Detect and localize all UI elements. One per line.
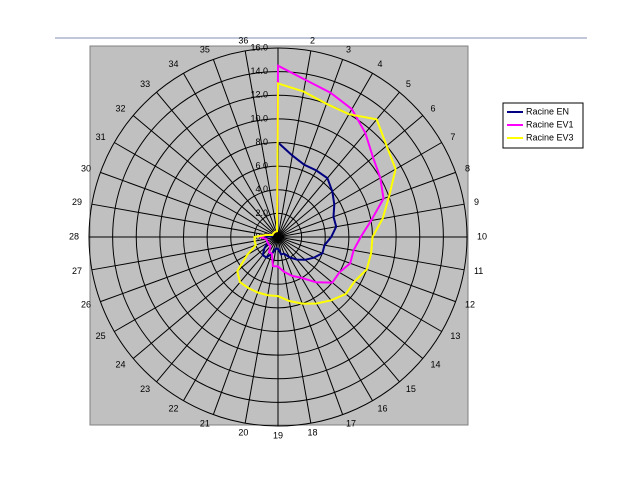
category-label: 3 bbox=[346, 44, 351, 54]
category-label: 29 bbox=[72, 197, 82, 207]
category-label: 20 bbox=[238, 427, 248, 437]
y-tick-label: 2.0 bbox=[255, 208, 268, 218]
category-label: 21 bbox=[200, 418, 210, 428]
category-label: 9 bbox=[474, 197, 479, 207]
category-label: 17 bbox=[346, 418, 356, 428]
category-label: 22 bbox=[168, 404, 178, 414]
y-tick-label: 10.0 bbox=[250, 113, 268, 123]
category-label: 33 bbox=[140, 79, 150, 89]
category-label: 7 bbox=[450, 132, 455, 142]
spoke bbox=[277, 59, 344, 238]
y-tick-label: 6.0 bbox=[255, 161, 268, 171]
spoke bbox=[277, 115, 424, 238]
y-tick-label: 14.0 bbox=[250, 66, 268, 76]
category-label: 11 bbox=[474, 266, 483, 276]
spoke bbox=[277, 91, 400, 238]
category-label: 18 bbox=[308, 427, 318, 437]
spoke bbox=[277, 73, 373, 238]
y-tick-label: 8.0 bbox=[255, 137, 268, 147]
series-line bbox=[236, 82, 397, 305]
category-label: 8 bbox=[465, 163, 470, 173]
category-label: 27 bbox=[72, 266, 82, 276]
spoke bbox=[91, 203, 279, 238]
category-label: 24 bbox=[116, 359, 126, 369]
spoke bbox=[277, 236, 424, 359]
legend-label: Racine EV3 bbox=[526, 132, 574, 142]
category-label: 6 bbox=[430, 103, 435, 113]
category-label: 13 bbox=[450, 331, 460, 341]
spoke bbox=[114, 142, 279, 238]
category-label: 5 bbox=[406, 79, 411, 89]
category-label: 25 bbox=[96, 331, 106, 341]
spoke bbox=[212, 59, 279, 238]
y-tick-label: 12.0 bbox=[250, 90, 268, 100]
category-label: 31 bbox=[96, 132, 106, 142]
spoke bbox=[132, 236, 279, 359]
category-label: 19 bbox=[273, 430, 283, 440]
spoke bbox=[156, 236, 279, 383]
spoke bbox=[277, 236, 373, 401]
category-label: 4 bbox=[378, 59, 383, 69]
category-label: 32 bbox=[116, 103, 126, 113]
spoke bbox=[100, 171, 279, 238]
category-label: 12 bbox=[465, 299, 475, 309]
category-label: 16 bbox=[378, 404, 388, 414]
spoke bbox=[277, 236, 312, 424]
category-label: 2 bbox=[310, 35, 315, 45]
spoke bbox=[277, 236, 400, 383]
spoke bbox=[212, 236, 279, 415]
category-label: 28 bbox=[69, 231, 79, 241]
spoke bbox=[244, 236, 279, 424]
spoke bbox=[100, 236, 279, 303]
legend-label: Racine EV1 bbox=[526, 119, 574, 129]
spoke bbox=[277, 50, 312, 238]
spoke bbox=[277, 171, 456, 238]
spoke bbox=[91, 236, 279, 271]
spoke bbox=[114, 236, 279, 332]
category-label: 36 bbox=[238, 35, 248, 45]
category-label: 10 bbox=[477, 231, 487, 241]
spoke bbox=[183, 73, 279, 238]
spoke bbox=[277, 236, 442, 332]
spoke bbox=[277, 142, 442, 238]
category-label: 34 bbox=[168, 59, 178, 69]
spoke bbox=[132, 115, 279, 238]
spoke bbox=[156, 91, 279, 238]
category-label: 30 bbox=[81, 163, 91, 173]
spoke bbox=[244, 50, 279, 238]
category-label: 26 bbox=[81, 299, 91, 309]
y-tick-label: 4.0 bbox=[255, 184, 268, 194]
spoke bbox=[183, 236, 279, 401]
category-label: 15 bbox=[406, 384, 416, 394]
category-label: 23 bbox=[140, 384, 150, 394]
category-label: 35 bbox=[200, 44, 210, 54]
legend-label: Racine EN bbox=[526, 106, 569, 116]
category-label: 14 bbox=[430, 359, 440, 369]
y-tick-label: 16.0 bbox=[250, 42, 268, 52]
spoke bbox=[277, 236, 344, 415]
